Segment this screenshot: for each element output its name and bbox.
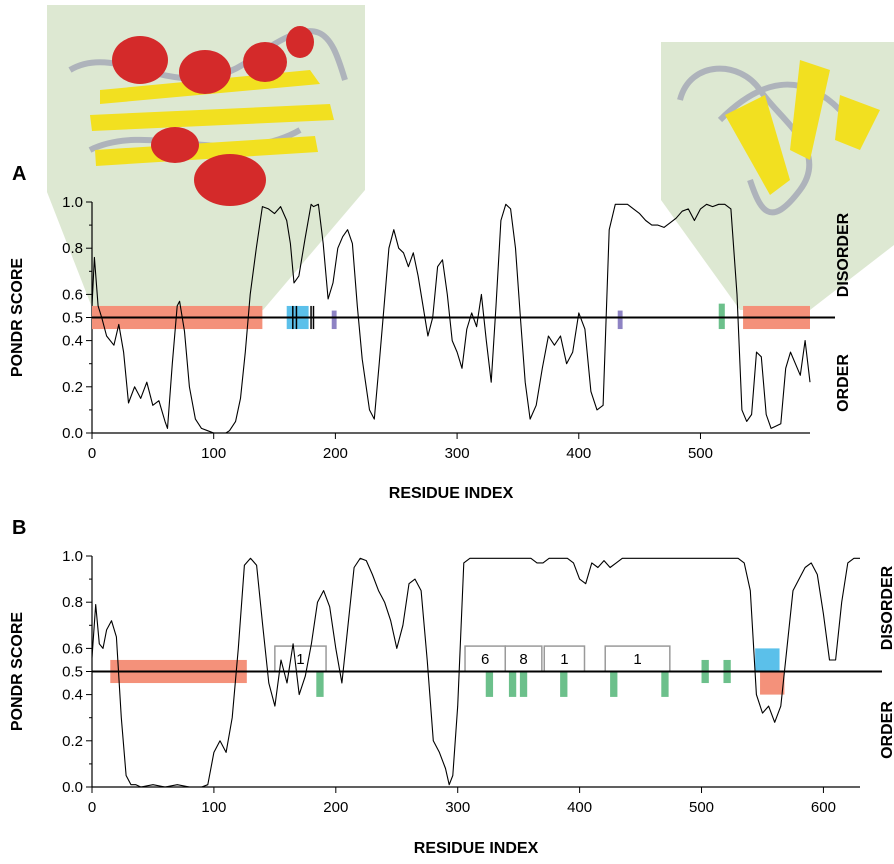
y-tick-label: 1.0 — [62, 194, 83, 211]
structure-illustration-a2 — [661, 42, 894, 310]
region-bar — [508, 671, 517, 697]
order-label: ORDER — [879, 701, 894, 759]
x-tick-label: 600 — [811, 799, 836, 816]
x-tick-label: 200 — [323, 799, 348, 816]
structure-illustration-a1 — [47, 5, 365, 310]
x-tick-label: 400 — [566, 445, 591, 462]
order-label: ORDER — [835, 354, 852, 412]
y-tick-label: 0.6 — [62, 640, 83, 657]
region-bar — [485, 671, 494, 697]
region-bar — [755, 648, 780, 672]
annotation-box-label: 1 — [560, 651, 568, 668]
y-tick-label: 0.6 — [62, 286, 83, 303]
x-axis-label: RESIDUE INDEX — [389, 485, 514, 502]
y-axis-label: PONDR SCORE — [9, 258, 26, 377]
disorder-label: DISORDER — [879, 565, 894, 650]
region-bar — [718, 303, 725, 330]
y-tick-label: 0.2 — [62, 733, 83, 750]
region-bar — [519, 671, 528, 697]
region-bar — [316, 671, 324, 697]
y-tick-label: 0.4 — [62, 687, 83, 704]
x-axis-label: RESIDUE INDEX — [414, 840, 539, 857]
chart-panel-b: B 0.0 0.2 0.4 0.5 0.6 0.8 1.0 0 100 200 300 400 500 60… — [9, 517, 894, 857]
y-tick-label: 0.5 — [62, 664, 83, 681]
x-tick-label: 100 — [201, 445, 226, 462]
region-bar — [617, 310, 623, 330]
region-bar — [560, 671, 568, 697]
y-tick-label: 0.0 — [62, 425, 83, 442]
x-tick-label: 100 — [201, 799, 226, 816]
y-tick-label: 0.5 — [62, 310, 83, 327]
x-tick-label: 0 — [88, 445, 96, 462]
region-bar — [331, 310, 337, 330]
x-tick-label: 300 — [445, 445, 470, 462]
disorder-label: DISORDER — [835, 212, 852, 297]
x-tick-label: 0 — [88, 799, 96, 816]
region-bar — [610, 671, 618, 697]
x-tick-label: 500 — [689, 799, 714, 816]
y-tick-label: 0.2 — [62, 379, 83, 396]
y-tick-label: 0.4 — [62, 333, 83, 350]
annotation-box-label: 8 — [519, 651, 527, 668]
annotation-box-label: 1 — [296, 651, 304, 668]
y-tick-label: 1.0 — [62, 548, 83, 565]
y-tick-label: 0.8 — [62, 594, 83, 611]
x-tick-label: 300 — [445, 799, 470, 816]
y-tick-label: 0.0 — [62, 779, 83, 796]
annotation-box-label: 6 — [481, 651, 489, 668]
panel-label: A — [12, 163, 26, 185]
y-tick-label: 0.8 — [62, 240, 83, 257]
region-bar — [760, 671, 785, 695]
pondr-score-line — [91, 557, 860, 788]
panel-label: B — [12, 517, 26, 539]
x-tick-label: 500 — [688, 445, 713, 462]
chart-panel-a: A 0.0 0.2 0.4 0.5 0.6 0.8 1.0 0 100 200 300 400 500 RE… — [9, 163, 852, 502]
x-tick-label: 400 — [567, 799, 592, 816]
x-tick-label: 200 — [323, 445, 348, 462]
annotation-box-label: 1 — [633, 651, 641, 668]
y-axis-label: PONDR SCORE — [9, 612, 26, 731]
pondr-score-line — [91, 203, 811, 434]
region-bar — [661, 671, 669, 697]
